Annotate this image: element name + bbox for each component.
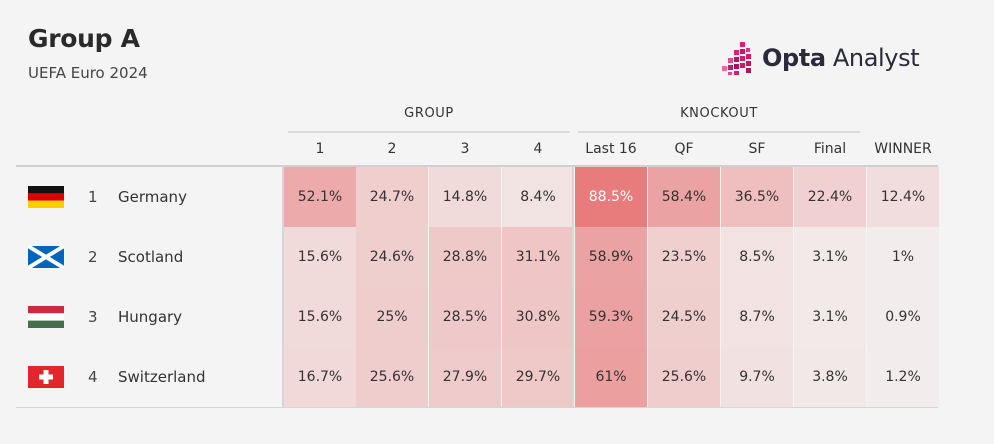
probability-cell: 3.1% — [794, 287, 866, 347]
knockout-underline — [578, 131, 860, 133]
team-rank: 3 — [88, 308, 98, 326]
probability-cell: 8.4% — [502, 167, 574, 227]
team-name: Switzerland — [118, 368, 206, 386]
probability-cell: 0.9% — [867, 287, 939, 347]
probability-cell: 12.4% — [867, 167, 939, 227]
divider-team-group — [282, 166, 284, 407]
probability-cell: 24.7% — [356, 167, 428, 227]
probability-cell: 31.1% — [502, 227, 574, 287]
probability-cell: 88.5% — [575, 167, 647, 227]
group-underline — [288, 131, 570, 133]
column-header: WINNER — [874, 141, 932, 157]
probability-cell: 3.1% — [794, 227, 866, 287]
team-name: Germany — [118, 188, 187, 206]
probability-cell: 30.8% — [502, 287, 574, 347]
probability-cell: 23.5% — [648, 227, 720, 287]
probability-cell: 58.4% — [648, 167, 720, 227]
column-header: 4 — [533, 141, 543, 157]
probability-cell: 16.7% — [284, 347, 356, 407]
hungary-flag-icon — [28, 306, 64, 328]
brand-rest: Analyst — [825, 44, 920, 72]
probability-cell: 58.9% — [575, 227, 647, 287]
probability-cell: 59.3% — [575, 287, 647, 347]
group-header-knockout: KNOCKOUT — [680, 106, 758, 121]
header-divider — [16, 165, 938, 167]
team-name: Hungary — [118, 308, 183, 326]
probability-cell: 27.9% — [429, 347, 501, 407]
probability-cell: 24.5% — [648, 287, 720, 347]
probability-cell: 15.6% — [284, 287, 356, 347]
divider-group-knockout — [572, 166, 574, 407]
probability-cell: 22.4% — [794, 167, 866, 227]
probability-cell: 24.6% — [356, 227, 428, 287]
column-header: 2 — [387, 141, 397, 157]
column-header: SF — [748, 141, 766, 157]
probability-cell: 3.8% — [794, 347, 866, 407]
column-header: Last 16 — [585, 141, 637, 157]
germany-flag-icon — [28, 186, 64, 208]
chart-subtitle: UEFA Euro 2024 — [28, 64, 148, 82]
probability-cell: 25.6% — [356, 347, 428, 407]
probability-cell: 9.7% — [721, 347, 793, 407]
table-bottom-line — [16, 407, 938, 408]
probability-cell: 8.5% — [721, 227, 793, 287]
probability-cell: 8.7% — [721, 287, 793, 347]
table-row: 3 Hungary 15.6% 25% 28.5% 30.8% 59.3% 24.5% 8.7%… — [16, 287, 939, 347]
switzerland-flag-icon — [28, 366, 64, 388]
team-rank: 1 — [88, 188, 98, 206]
probability-cell: 29.7% — [502, 347, 574, 407]
opta-logo-icon — [722, 42, 751, 75]
team-name: Scotland — [118, 248, 184, 266]
group-header-group: GROUP — [404, 106, 454, 121]
team-rank: 4 — [88, 368, 98, 386]
scotland-flag-icon — [28, 246, 64, 268]
probability-cell: 36.5% — [721, 167, 793, 227]
column-header: Final — [813, 141, 847, 157]
probability-cell: 61% — [575, 347, 647, 407]
probability-cell: 28.8% — [429, 227, 501, 287]
probability-cell: 25% — [356, 287, 428, 347]
probability-cell: 52.1% — [284, 167, 356, 227]
table-row: 2 Scotland 15.6% 24.6% 28.8% 31.1% 58.9% 23.5% 8… — [16, 227, 939, 287]
brand-bold: Opta — [762, 44, 826, 72]
probability-cell: 28.5% — [429, 287, 501, 347]
chart-title: Group A — [28, 24, 140, 53]
probability-cell: 15.6% — [284, 227, 356, 287]
probability-cell: 1.2% — [867, 347, 939, 407]
probability-cell: 1% — [867, 227, 939, 287]
table-row: 1 Germany 52.1% 24.7% 14.8% 8.4% 88.5% 58.4% 36.… — [16, 167, 939, 227]
team-rank: 2 — [88, 248, 98, 266]
probability-cell: 25.6% — [648, 347, 720, 407]
column-header: QF — [674, 141, 694, 157]
probability-cell: 14.8% — [429, 167, 501, 227]
opta-analyst-logo: Opta Analyst — [720, 40, 920, 76]
column-header: 3 — [460, 141, 470, 157]
table-row: 4 Switzerland 16.7% 25.6% 27.9% 29.7% 61% 25.6%… — [16, 347, 939, 407]
column-header: 1 — [315, 141, 325, 157]
brand-name: Opta Analyst — [762, 44, 920, 72]
